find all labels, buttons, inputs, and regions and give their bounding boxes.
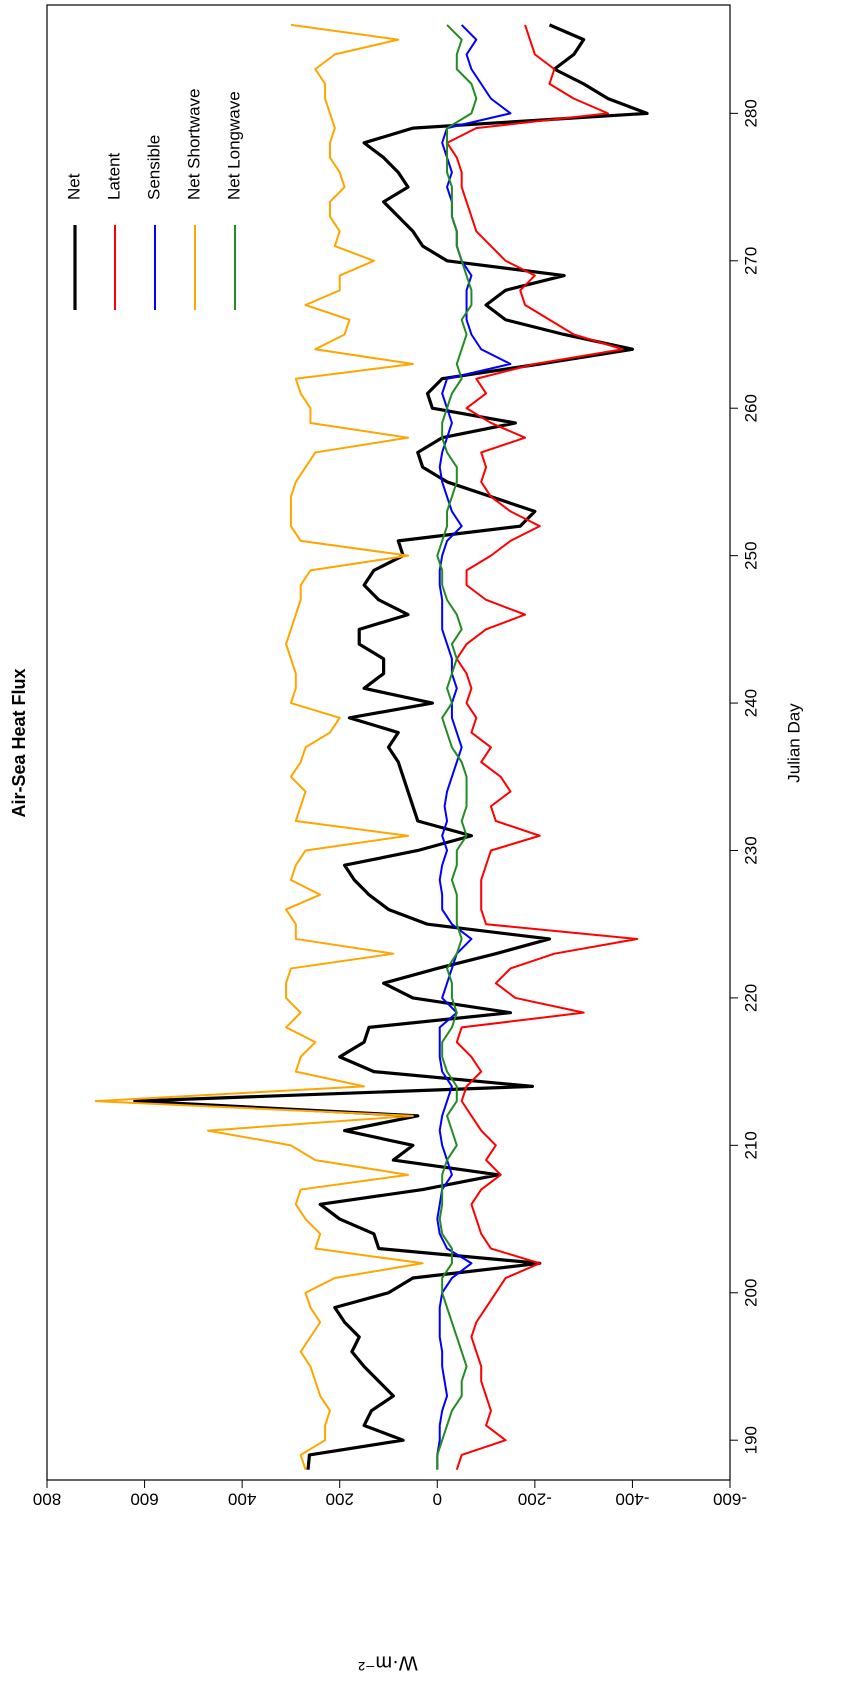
x-tick-label: 270 [741, 247, 760, 275]
y-tick-label: -200 [518, 1490, 552, 1509]
legend-label: Net Shortwave [184, 89, 203, 201]
series-line [436, 24, 478, 1470]
chart-title: Air-Sea Heat Flux [9, 668, 29, 817]
x-tick-label: 250 [741, 541, 760, 569]
y-tick-label: 200 [326, 1490, 354, 1509]
series-line [446, 24, 639, 1470]
y-tick-label: -600 [713, 1490, 747, 1509]
x-axis-label: Julian Day [784, 703, 803, 783]
x-tick-label: 260 [741, 394, 760, 422]
y-tick-label: 800 [33, 1490, 61, 1509]
y-tick-label: 400 [228, 1490, 256, 1509]
legend-label: Latent [104, 152, 123, 200]
legend-label: Sensible [144, 135, 163, 200]
x-tick-label: 190 [741, 1426, 760, 1454]
x-tick-label: 200 [741, 1279, 760, 1307]
y-tick-label: 600 [130, 1490, 158, 1509]
rotated-plot: Air-Sea Heat Flux Julian Day W·m⁻² 190 20… [9, 4, 803, 1674]
y-tick-label: 0 [433, 1490, 442, 1509]
x-tick-label: 230 [741, 836, 760, 864]
plot-frame [46, 4, 731, 1481]
y-axis-label: W·m⁻² [358, 1652, 418, 1674]
series-line [94, 23, 424, 1470]
x-tick-label: 210 [741, 1131, 760, 1159]
x-tick-label: 280 [741, 99, 760, 127]
y-tick-label: -400 [615, 1490, 649, 1509]
x-tick-label: 240 [741, 689, 760, 717]
series-line [436, 24, 512, 1470]
series-line [133, 23, 649, 1470]
legend-label: Net Longwave [224, 91, 243, 200]
legend-label: Net [64, 173, 83, 200]
x-tick-label: 220 [741, 984, 760, 1012]
